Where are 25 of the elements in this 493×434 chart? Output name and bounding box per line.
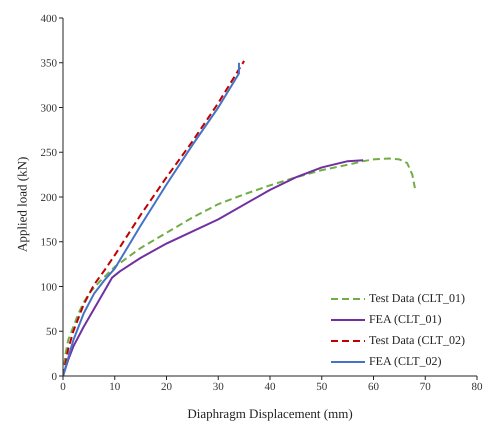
y-tick-label: 50 <box>46 326 58 338</box>
y-axis-title: Applied load (kN) <box>14 156 30 252</box>
x-tick-label: 20 <box>161 380 172 393</box>
legend-label: FEA (CLT_01) <box>368 312 442 327</box>
y-tick-label: 150 <box>40 236 58 249</box>
x-tick-label: 70 <box>420 380 432 393</box>
y-tick-label: 200 <box>40 192 58 204</box>
y-tick-label: 100 <box>40 281 58 294</box>
x-tick-label: 40 <box>264 380 276 393</box>
y-tick-label: 350 <box>40 58 58 70</box>
y-tick-label: 0 <box>52 370 58 383</box>
legend-label: Test Data (CLT_02) <box>368 333 465 348</box>
legend-label: FEA (CLT_02) <box>368 354 442 369</box>
y-tick-label: 400 <box>40 12 58 25</box>
x-tick-label: 50 <box>316 380 328 393</box>
x-tick-label: 30 <box>212 380 224 393</box>
x-tick-label: 0 <box>60 380 66 393</box>
legend-label: Test Data (CLT_01) <box>368 291 465 306</box>
y-tick-label: 300 <box>40 102 58 114</box>
y-tick-label: 250 <box>40 147 58 160</box>
x-tick-label: 60 <box>368 380 380 393</box>
x-tick-label: 80 <box>472 380 483 393</box>
x-axis-title: Diaphragm Displacement (mm) <box>187 406 353 421</box>
line-series <box>63 159 364 376</box>
x-tick-label: 10 <box>109 380 121 393</box>
